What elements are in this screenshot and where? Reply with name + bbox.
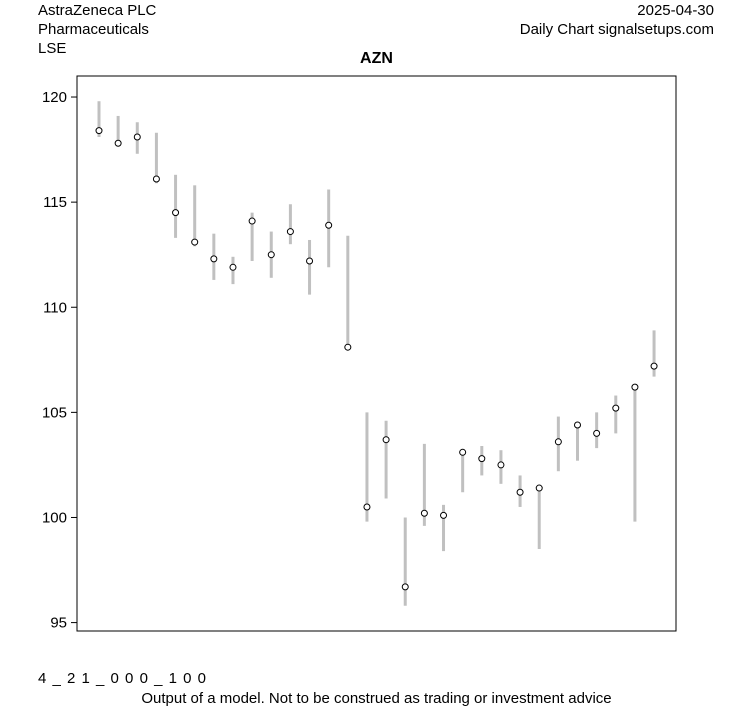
y-tick-label: 100 [42, 509, 67, 526]
close-marker [191, 238, 199, 246]
close-marker [210, 255, 218, 263]
sector-label: Pharmaceuticals [38, 21, 149, 38]
close-marker [286, 228, 294, 236]
close-marker [172, 209, 180, 217]
close-marker [325, 221, 333, 229]
chart-title: AZN [360, 50, 393, 67]
close-marker [650, 362, 658, 370]
close-marker [306, 257, 314, 265]
close-marker [497, 461, 505, 469]
company-name: AstraZeneca PLC [38, 2, 157, 19]
close-marker [401, 583, 409, 591]
close-marker [612, 404, 620, 412]
close-marker [535, 484, 543, 492]
price-series [95, 101, 658, 606]
y-tick-label: 110 [43, 299, 67, 316]
close-marker [152, 175, 160, 183]
close-marker [114, 139, 122, 147]
close-marker [248, 217, 256, 225]
model-code: 4 _ 2 1 _ 0 0 0 _ 1 0 0 [38, 670, 207, 687]
chart-source: Daily Chart signalsetups.com [519, 21, 714, 38]
close-marker [344, 343, 352, 351]
y-tick-label: 115 [43, 194, 67, 211]
y-tick-label: 95 [50, 615, 67, 632]
close-marker [382, 436, 390, 444]
close-marker [554, 438, 562, 446]
close-marker [631, 383, 639, 391]
close-marker [574, 421, 581, 429]
close-marker [267, 251, 275, 259]
close-marker [229, 263, 237, 271]
close-marker [363, 503, 371, 511]
close-marker [478, 455, 486, 463]
y-axis: 95 100 105 110 115 120 [42, 89, 77, 632]
disclaimer: Output of a model. Not to be construed a… [141, 690, 612, 707]
close-marker [95, 127, 103, 135]
exchange-label: LSE [38, 40, 67, 57]
close-marker [133, 133, 141, 141]
plot-frame [76, 75, 677, 632]
close-marker [420, 509, 428, 517]
close-marker [516, 488, 524, 496]
close-marker [440, 511, 448, 519]
close-marker [593, 429, 601, 437]
chart-date: 2025-04-30 [637, 2, 714, 19]
y-tick-label: 105 [42, 404, 67, 421]
close-marker [459, 448, 467, 456]
y-tick-label: 120 [42, 89, 67, 106]
